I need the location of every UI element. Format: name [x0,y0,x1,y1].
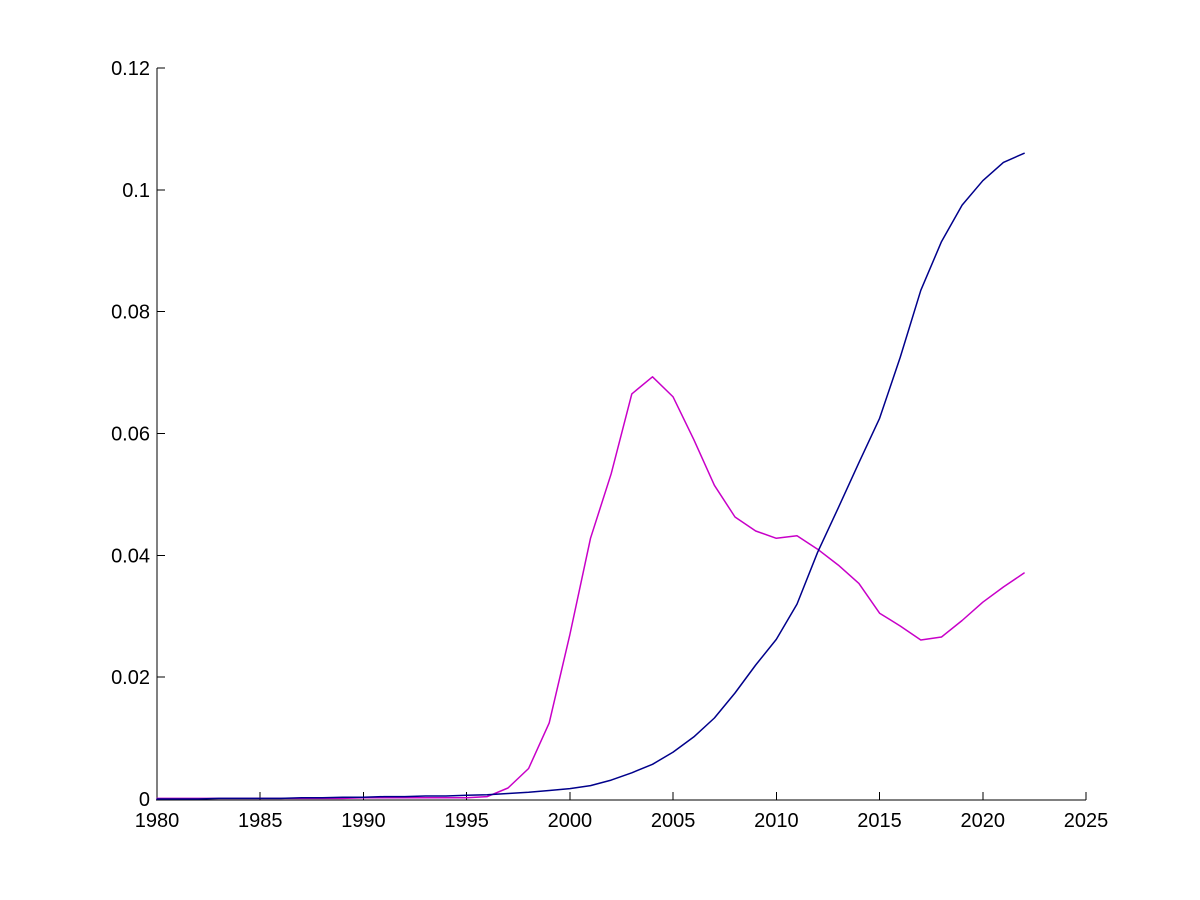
x-tick-label: 1990 [341,810,386,832]
y-tick-label: 0 [139,789,150,811]
dark-blue-line [156,152,1025,800]
x-tick-label: 2015 [857,810,902,832]
y-tick-label: 0.12 [111,58,150,80]
x-tick-label: 2025 [1064,810,1109,832]
y-tick-label: 0.08 [111,302,150,324]
magenta-line [156,376,1025,800]
x-tick-label: 1985 [238,810,283,832]
x-tick-label: 2000 [548,810,593,832]
y-tick-label: 0.04 [111,545,150,567]
x-tick-label: 1980 [135,810,180,832]
y-tick-label: 0.02 [111,667,150,689]
y-tick-label: 0.1 [122,180,150,202]
x-tick-label: 2010 [754,810,799,832]
x-tick-label: 2020 [961,810,1006,832]
x-tick-label: 1995 [444,810,489,832]
y-tick-label: 0.06 [111,424,150,446]
x-tick-label: 2005 [651,810,696,832]
